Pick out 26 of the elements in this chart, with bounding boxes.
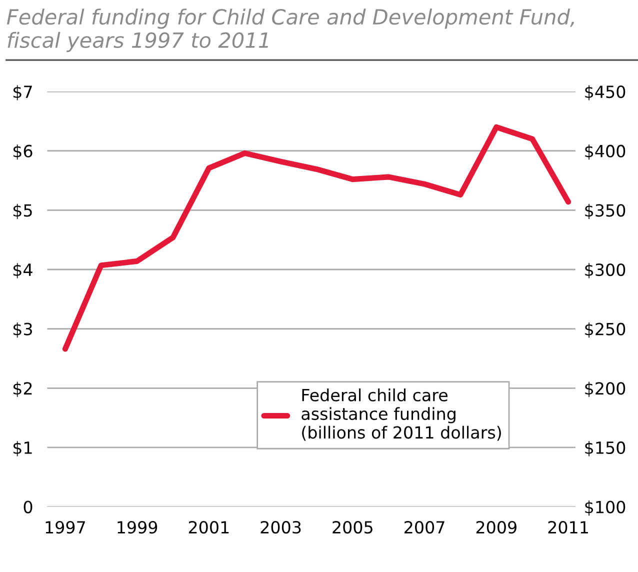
x-tick-label: 2007 [404, 520, 444, 534]
x-tick-label: 2001 [188, 520, 229, 534]
legend-label: Federal child care assistance funding (billions of 2011 dollars) [302, 388, 501, 441]
y2-tick-label: $450 [585, 85, 626, 100]
x-tick-label: 1997 [46, 520, 85, 534]
x-tick-label: 1999 [118, 520, 158, 534]
y-tick-label: $5 [14, 204, 32, 219]
x-tick-label: 2003 [260, 520, 301, 534]
y2-tick-label: $200 [585, 382, 626, 397]
y2-tick-label: $400 [585, 144, 626, 160]
y2-tick-label: $100 [585, 500, 626, 516]
y-tick-label: $6 [14, 144, 32, 160]
y-tick-label: $2 [14, 382, 32, 397]
y-tick-label: $7 [14, 85, 32, 100]
y2-tick-label: $150 [585, 441, 626, 456]
y-tick-label: 0 [24, 500, 32, 514]
x-tick-label: 2011 [548, 520, 588, 534]
y-tick-label: $3 [14, 322, 32, 338]
y2-tick-label: $350 [585, 204, 626, 219]
chart-title: Federal funding for Child Care and Development Fund, fiscal years 1997 to 2011 [6, 8, 574, 52]
y2-tick-label: $300 [585, 263, 626, 278]
x-tick-label: 2009 [476, 520, 516, 534]
x-tick-label: 2005 [332, 520, 372, 534]
y-tick-label: $1 [14, 441, 32, 456]
y2-tick-label: $250 [585, 322, 626, 338]
y-tick-label: $4 [14, 263, 32, 278]
